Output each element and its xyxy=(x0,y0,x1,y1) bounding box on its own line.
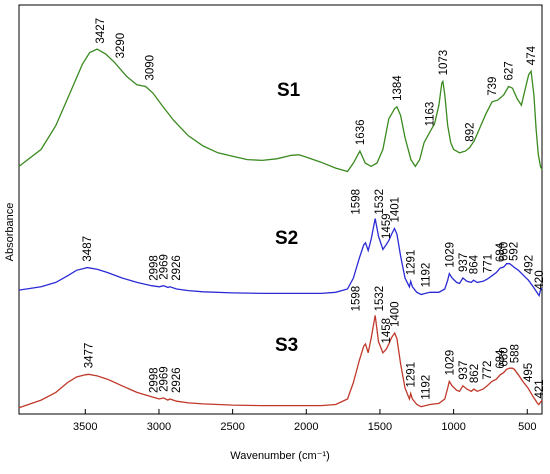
series-lines xyxy=(18,48,543,409)
x-tick-label: 500 xyxy=(518,421,536,433)
x-tick-label: 3000 xyxy=(147,421,171,433)
peak-label-s2: 592 xyxy=(509,242,521,261)
peak-annotations: 3427 3290 3090 1636 1384 1163 1073 892 739 627 474… xyxy=(82,18,546,400)
x-tick-label: 2000 xyxy=(294,421,318,433)
series-line-s1 xyxy=(18,48,543,173)
x-axis-label: Wavenumber (cm⁻¹) xyxy=(230,450,330,462)
peak-label-s2: 492 xyxy=(523,255,535,274)
peak-label-s2: 771 xyxy=(482,254,494,273)
peak-label-s3: 1291 xyxy=(406,362,418,388)
peak-label-s3: 862 xyxy=(469,364,481,383)
peak-label-s2: 660 xyxy=(499,242,511,261)
x-tick-label: 2500 xyxy=(220,421,244,433)
peak-label-s1: 474 xyxy=(526,45,538,65)
peak-label-s2: 2926 xyxy=(171,255,183,281)
x-axis-ticks: 3500 3000 2500 2000 1500 1000 500 xyxy=(73,409,536,433)
peak-label-s3: 495 xyxy=(523,363,535,382)
peak-label-s2: 1192 xyxy=(420,263,432,288)
peak-label-s1: 3090 xyxy=(145,55,157,81)
peak-label-s1: 1384 xyxy=(392,75,404,101)
peak-label-s3: 1532 xyxy=(374,286,386,312)
x-tick-label: 1000 xyxy=(441,421,465,433)
x-tick-label: 3500 xyxy=(73,421,97,433)
peak-label-s1: 892 xyxy=(465,123,477,142)
peak-label-s3: 2969 xyxy=(159,366,171,392)
peak-label-s3: 1029 xyxy=(444,350,456,376)
peak-label-s2: 1598 xyxy=(351,189,363,215)
peak-label-s3: 684 xyxy=(495,349,507,369)
y-axis-label: Absorbance xyxy=(4,203,16,262)
peak-label-s3: 2998 xyxy=(148,367,160,393)
peak-label-s3: 3477 xyxy=(84,343,96,369)
peak-label-s3: 421 xyxy=(534,379,546,398)
series-labels: S1 S2 S3 xyxy=(275,80,301,356)
peak-label-s3: 660 xyxy=(499,347,511,366)
peak-label-s1: 739 xyxy=(487,77,499,96)
series-line-s3 xyxy=(18,315,543,409)
peak-label-s1: 3427 xyxy=(95,18,107,44)
peak-label-s2: 1459 xyxy=(381,213,393,239)
x-tick-label: 1500 xyxy=(368,421,392,433)
peak-label-s2: 684 xyxy=(495,242,507,262)
plot-frame xyxy=(18,4,543,415)
peak-label-s2: 2998 xyxy=(148,255,160,281)
peak-label-s2: 1532 xyxy=(374,189,386,215)
peak-label-s3: 772 xyxy=(482,361,494,380)
peak-label-s1: 1163 xyxy=(425,102,437,127)
peak-label-s1: 1636 xyxy=(355,120,367,146)
peak-label-s2: 937 xyxy=(458,253,470,272)
peak-label-s2: 1291 xyxy=(406,250,418,276)
peak-label-s1: 1073 xyxy=(438,50,450,76)
peak-label-s2: 1029 xyxy=(444,242,456,268)
peak-label-s2: 3487 xyxy=(82,236,94,262)
peak-label-s3: 1192 xyxy=(420,375,432,400)
peak-label-s3: 1400 xyxy=(390,301,402,327)
series-line-s2 xyxy=(18,218,543,298)
peak-label-s3: 588 xyxy=(509,344,521,363)
peak-label-s3: 1458 xyxy=(381,318,393,344)
peak-label-s3: 1598 xyxy=(351,286,363,312)
peak-label-s2: 2969 xyxy=(159,254,171,280)
peak-label-s1: 627 xyxy=(504,61,516,80)
peak-label-s1: 3290 xyxy=(115,33,127,59)
peak-label-s2: 420 xyxy=(534,270,546,289)
peak-label-s2: 864 xyxy=(469,254,481,274)
peak-label-s3: 937 xyxy=(458,361,470,380)
series-label-s1: S1 xyxy=(277,80,301,101)
peak-label-s3: 2926 xyxy=(171,367,183,393)
series-label-s2: S2 xyxy=(275,228,298,249)
peak-label-s2: 1401 xyxy=(390,197,402,223)
series-label-s3: S3 xyxy=(275,335,298,356)
